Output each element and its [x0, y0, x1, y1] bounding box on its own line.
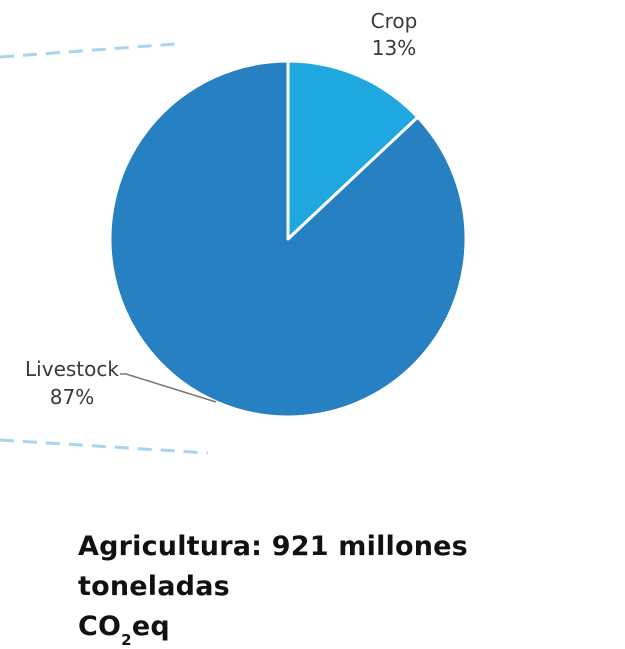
- slice-label-crop: Crop: [371, 9, 418, 33]
- slice-percent-crop: 13%: [372, 36, 416, 60]
- caption-line-1: Agricultura: 921 millones toneladas: [78, 531, 468, 602]
- connector-line-top: [0, 42, 176, 59]
- caption-co: CO: [78, 611, 122, 642]
- slice-percent-livestock: 87%: [50, 385, 94, 409]
- pie-slice-crop: [286, 59, 420, 241]
- pie-slices: [108, 59, 468, 419]
- pie-slice-livestock: [108, 59, 468, 419]
- pie-chart: Crop 13% Livestock 87%: [0, 9, 468, 455]
- caption-subscript: 2: [121, 631, 132, 649]
- chart-caption: Agricultura: 921 millones toneladas CO2e…: [78, 527, 618, 649]
- connector-line-bottom: [0, 438, 209, 455]
- caption-eq: eq: [131, 611, 170, 642]
- slice-label-livestock: Livestock: [25, 357, 119, 381]
- caption-line-2: CO2eq: [78, 607, 618, 649]
- livestock-leader-line: [120, 373, 217, 403]
